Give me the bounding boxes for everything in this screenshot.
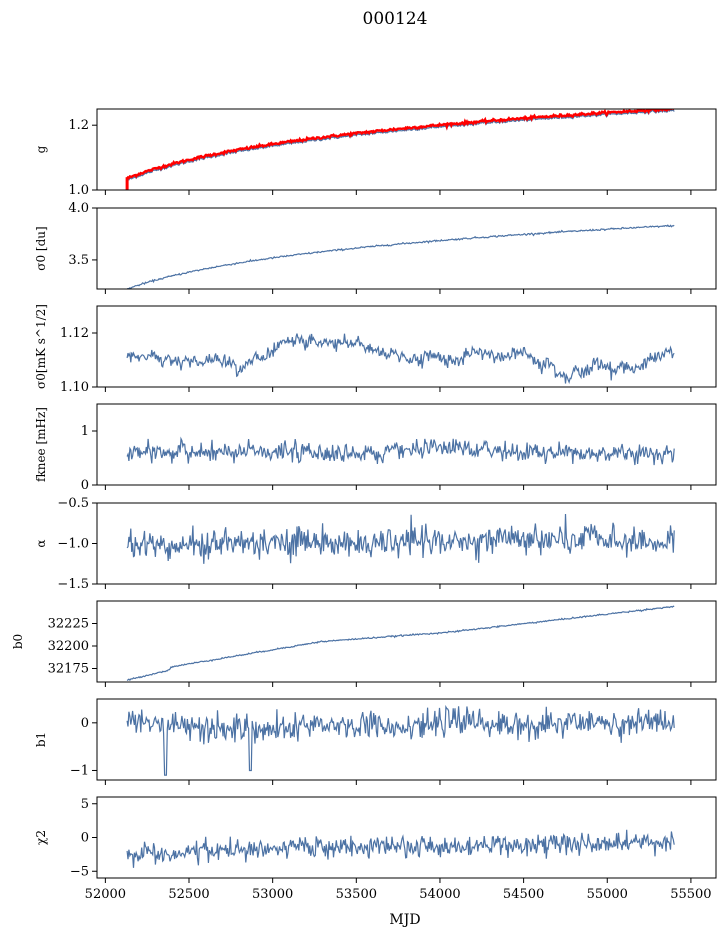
y-tick-label: −1.5 [57,577,89,592]
y-axis-label: α [34,539,48,547]
y-tick-label: 1 [81,424,89,439]
panel-4: 0 1 fknee [mHz] [34,403,717,493]
y-tick-label: 4.0 [68,201,89,216]
panels: 1.0 1.2 g 3.5 4.0 σ0 [du] 1.10 1.12 σ0[mK s^1/2]… [11,108,717,902]
series-line [126,109,675,181]
panel-8: −5 0 5 52000 52500 53000 53500 54000 54500 55000 5… [34,796,717,902]
x-tick-label: 53000 [252,887,293,902]
y-tick-label: 1.10 [60,380,89,395]
y-tick-label: 32175 [48,662,89,677]
panel-frame [96,108,717,191]
y-axis-label: b0 [11,634,25,649]
series-line [126,704,675,776]
series-line [126,436,675,466]
panel-frame [96,796,717,879]
fit-line [126,109,676,180]
x-tick-label: 52000 [85,887,126,902]
panel-3: 1.10 1.12 σ0[mK s^1/2] [34,304,717,395]
panel-7: −1 0 b1 [34,698,717,785]
x-tick-label: 53500 [336,887,377,902]
y-tick-label: 32225 [48,617,89,632]
panel-frame [96,600,717,683]
y-axis-label: g [34,145,48,153]
y-tick-label: −1.0 [57,537,89,552]
series-line [126,513,675,564]
y-tick-label: 0 [81,831,89,846]
y-tick-label: 3.5 [68,253,89,268]
panel-frame [96,305,717,388]
y-tick-label: 1.2 [68,118,89,133]
x-tick-label: 55000 [587,887,628,902]
y-tick-label: 1.0 [68,183,89,198]
x-tick-label: 52500 [168,887,209,902]
x-tick-label: 54500 [503,887,544,902]
x-tick-label: 54000 [419,887,460,902]
y-tick-label: 0 [81,478,89,493]
series-line [127,224,675,289]
y-tick-label: 1.12 [60,326,89,341]
x-axis-label: MJD [389,912,420,928]
y-tick-label: 0 [81,716,89,731]
panel-6: 32175 32200 32225 b0 [11,600,717,687]
x-tick-label: 55500 [670,887,711,902]
series-line [126,829,675,868]
y-axis-label: σ0 [du] [34,226,48,270]
y-axis-label: fknee [mHz] [34,407,48,482]
panel-frame [96,698,717,781]
y-axis-label: χ2 [34,830,48,845]
y-tick-label: −5 [70,864,89,879]
y-axis-label: σ0[mK s^1/2] [34,304,48,389]
panel-2: 3.5 4.0 σ0 [du] [34,201,717,294]
figure-title: 000124 [363,9,428,29]
y-axis-label: b1 [34,732,48,747]
panel-frame [96,207,717,290]
panel-1: 1.0 1.2 g [34,108,717,198]
panel-5: −1.5 −1.0 −0.5 α [34,496,717,592]
series-line [126,333,675,384]
y-tick-label: −1 [70,763,89,778]
y-tick-label: −0.5 [57,496,89,511]
series-line [126,605,675,681]
y-tick-label: 32200 [48,639,89,654]
panel-frame [96,403,717,486]
y-tick-label: 5 [81,797,89,812]
